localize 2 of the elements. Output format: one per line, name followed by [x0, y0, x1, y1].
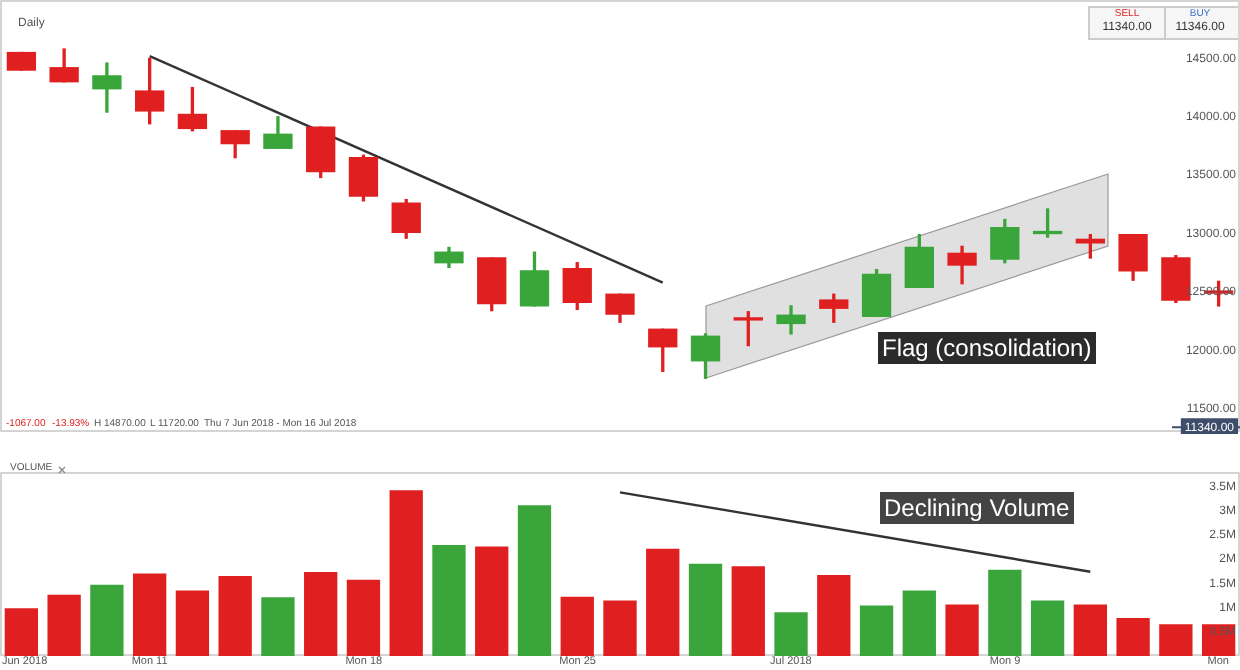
- annotation: Flag (consolidation): [878, 332, 1096, 364]
- annotation: Declining Volume: [880, 492, 1074, 524]
